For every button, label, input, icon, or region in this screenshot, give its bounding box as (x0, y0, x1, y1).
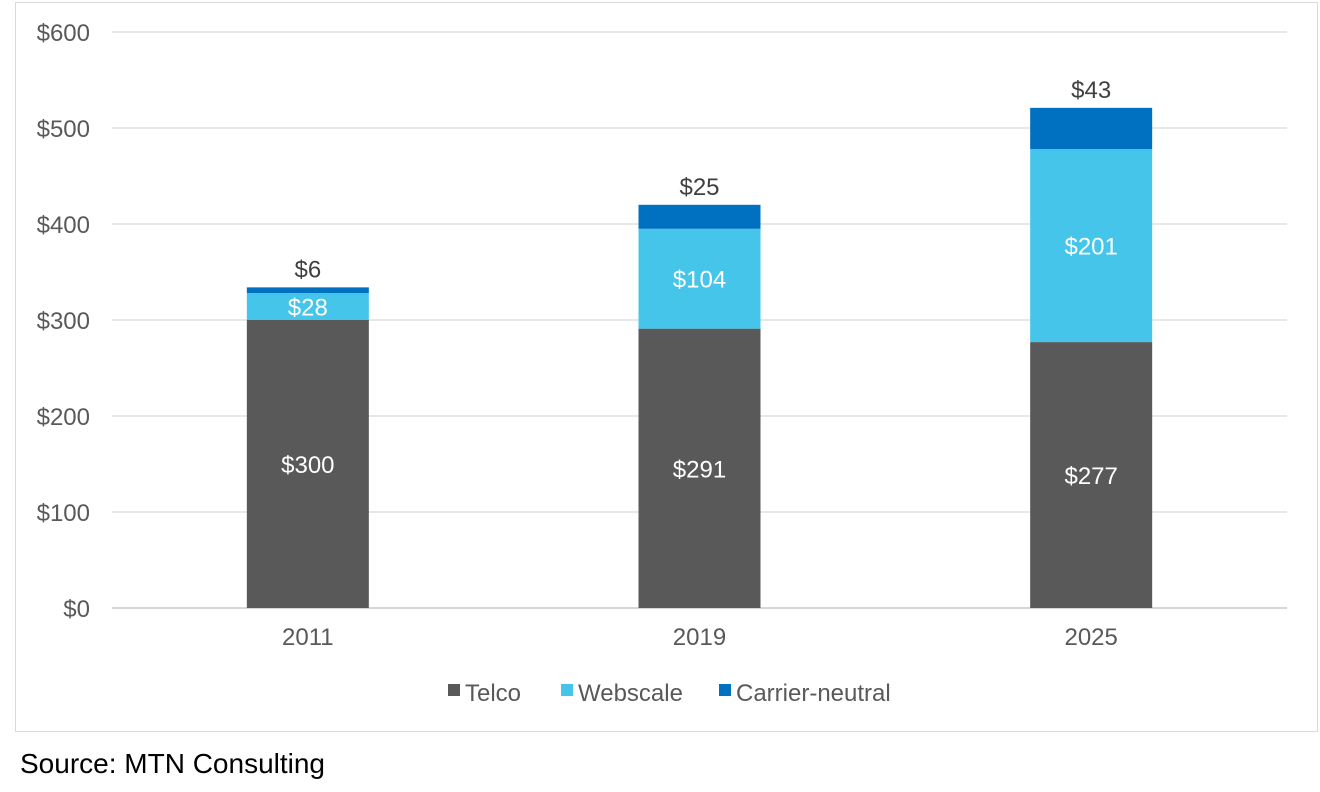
y-tick-label: $500 (37, 116, 90, 143)
bar-telco (638, 328, 761, 608)
y-tick-label: $200 (37, 404, 90, 431)
legend-swatch (719, 684, 731, 696)
data-label: $104 (673, 267, 726, 294)
bar-telco (246, 320, 369, 608)
stacked-bar-chart: $0 $100 $200 $300 $400 $500 $600 $300 $28 $6 2011 $… (37, 20, 1287, 707)
bar-webscale (638, 228, 761, 329)
legend-swatch (561, 684, 573, 696)
x-tick-label: 2019 (673, 624, 726, 651)
data-label: $291 (673, 456, 726, 483)
legend-swatch (448, 684, 460, 696)
data-label: $25 (679, 174, 719, 201)
data-label: $28 (288, 295, 328, 322)
legend-label: Carrier-neutral (736, 680, 891, 707)
legend-label: Telco (465, 680, 521, 707)
bar-carrier-neutral (1030, 107, 1153, 150)
data-label: $300 (281, 452, 334, 479)
bar-webscale (1030, 149, 1153, 343)
data-label: $201 (1064, 234, 1117, 261)
data-label: $43 (1071, 77, 1111, 104)
y-tick-label: $400 (37, 212, 90, 239)
y-tick-label: $0 (63, 596, 90, 623)
x-tick-label: 2025 (1064, 624, 1117, 651)
y-tick-label: $600 (37, 20, 90, 47)
bar-carrier-neutral (246, 287, 369, 294)
bar-webscale (246, 293, 369, 320)
chart-frame (15, 2, 1318, 732)
source-note: Source: MTN Consulting (20, 748, 326, 779)
x-tick-label: 2011 (282, 624, 334, 651)
data-label: $277 (1064, 463, 1117, 490)
y-tick-label: $300 (37, 308, 90, 335)
y-tick-label: $100 (37, 500, 90, 527)
data-label: $6 (294, 256, 321, 283)
bar-telco (1030, 342, 1153, 608)
bar-carrier-neutral (638, 204, 761, 229)
legend-label: Webscale (578, 680, 683, 707)
